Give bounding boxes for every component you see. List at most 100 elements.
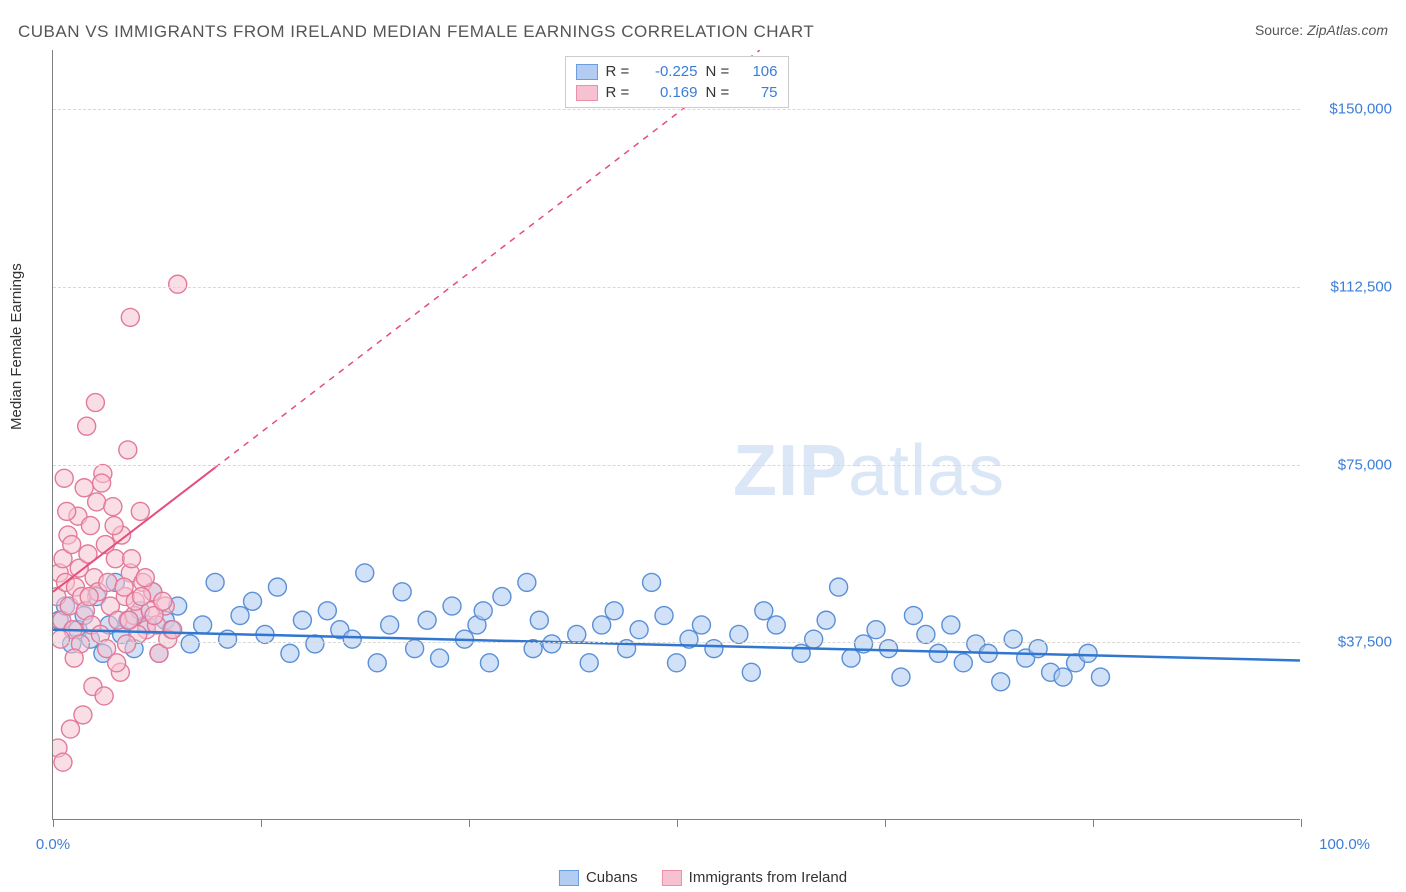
data-point <box>244 592 262 610</box>
data-point <box>474 602 492 620</box>
data-point <box>817 611 835 629</box>
data-point <box>568 625 586 643</box>
x-tick <box>1093 819 1094 827</box>
data-point <box>605 602 623 620</box>
source-name: ZipAtlas.com <box>1307 22 1388 38</box>
data-point <box>81 517 99 535</box>
data-point <box>86 394 104 412</box>
data-point <box>99 573 117 591</box>
source-label: Source: ZipAtlas.com <box>1255 22 1388 38</box>
data-point <box>1054 668 1072 686</box>
data-point <box>892 668 910 686</box>
x-tick-label-last: 100.0% <box>1319 836 1370 853</box>
data-point <box>992 673 1010 691</box>
stats-n-label: N = <box>706 84 734 101</box>
data-point <box>630 621 648 639</box>
data-point <box>154 592 172 610</box>
x-tick <box>885 819 886 827</box>
data-point <box>368 654 386 672</box>
data-point <box>281 644 299 662</box>
data-point <box>867 621 885 639</box>
data-point <box>767 616 785 634</box>
stats-box: R = -0.225 N = 106 R =0.169N =75 <box>565 56 789 108</box>
x-tick <box>1301 819 1302 827</box>
x-tick <box>677 819 678 827</box>
data-point <box>136 569 154 587</box>
data-point <box>1079 644 1097 662</box>
stats-row: R =0.169N =75 <box>576 82 778 103</box>
data-point <box>393 583 411 601</box>
data-point <box>105 517 123 535</box>
y-gridline <box>53 109 1300 110</box>
stats-row: R =-0.225N =106 <box>576 61 778 82</box>
data-point <box>93 474 111 492</box>
data-point <box>120 611 138 629</box>
correlation-chart: CUBAN VS IMMIGRANTS FROM IRELAND MEDIAN … <box>0 0 1406 892</box>
y-tick-label: $150,000 <box>1307 101 1392 118</box>
data-point <box>119 441 137 459</box>
data-point <box>655 607 673 625</box>
data-point <box>206 573 224 591</box>
data-point <box>58 502 76 520</box>
data-point <box>493 588 511 606</box>
data-point <box>268 578 286 596</box>
data-point <box>121 308 139 326</box>
data-point <box>692 616 710 634</box>
stats-r-label: R = <box>606 84 634 101</box>
data-point <box>194 616 212 634</box>
y-gridline <box>53 642 1300 643</box>
data-point <box>95 687 113 705</box>
data-point <box>755 602 773 620</box>
data-point <box>293 611 311 629</box>
data-point <box>63 536 81 554</box>
x-tick <box>261 819 262 827</box>
legend-swatch <box>559 870 579 886</box>
data-point <box>131 502 149 520</box>
data-point <box>231 607 249 625</box>
data-point <box>942 616 960 634</box>
legend-label: Immigrants from Ireland <box>689 869 847 886</box>
x-tick <box>53 819 54 827</box>
stats-swatch <box>576 64 598 80</box>
data-point <box>643 573 661 591</box>
data-point <box>74 706 92 724</box>
data-point <box>1004 630 1022 648</box>
data-point <box>133 588 151 606</box>
stats-r-label: R = <box>606 63 634 80</box>
stats-n-value: 106 <box>742 63 778 80</box>
data-point <box>104 498 122 516</box>
data-point <box>929 644 947 662</box>
data-point <box>830 578 848 596</box>
data-point <box>593 616 611 634</box>
data-point <box>181 635 199 653</box>
data-point <box>54 753 72 771</box>
data-point <box>518 573 536 591</box>
y-gridline <box>53 287 1300 288</box>
legend-label: Cubans <box>586 869 638 886</box>
legend-item: Cubans <box>559 869 638 886</box>
data-point <box>954 654 972 672</box>
y-tick-label: $112,500 <box>1307 278 1392 295</box>
data-point <box>118 635 136 653</box>
data-point <box>1091 668 1109 686</box>
data-point <box>742 663 760 681</box>
y-tick-label: $37,500 <box>1307 634 1392 651</box>
scatter-svg <box>53 50 1300 819</box>
data-point <box>123 550 141 568</box>
y-axis-title: Median Female Earnings <box>8 263 25 430</box>
data-point <box>904 607 922 625</box>
data-point <box>530 611 548 629</box>
data-point <box>53 630 69 648</box>
data-point <box>306 635 324 653</box>
legend-swatch <box>662 870 682 886</box>
data-point <box>356 564 374 582</box>
data-point <box>61 720 79 738</box>
chart-title: CUBAN VS IMMIGRANTS FROM IRELAND MEDIAN … <box>18 22 814 42</box>
data-point <box>88 493 106 511</box>
data-point <box>580 654 598 672</box>
stats-r-value: -0.225 <box>642 63 698 80</box>
x-tick-label-first: 0.0% <box>36 836 70 853</box>
data-point <box>75 479 93 497</box>
data-point <box>917 625 935 643</box>
y-gridline <box>53 465 1300 466</box>
